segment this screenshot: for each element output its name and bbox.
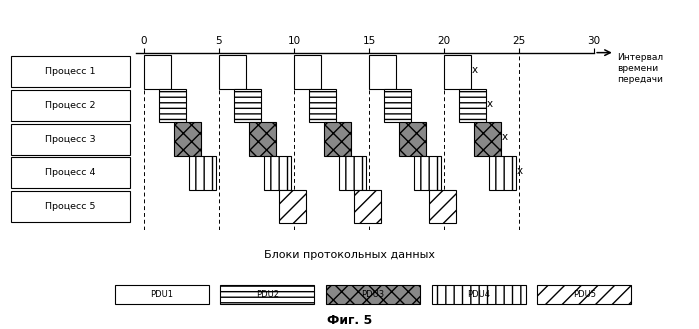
Bar [144,55,171,89]
Bar [459,89,486,122]
Bar [264,156,291,190]
Bar [326,285,420,304]
Text: x: x [502,133,508,142]
Bar [429,190,456,223]
Bar [399,122,426,156]
Bar [249,122,276,156]
Text: x: x [472,65,478,75]
Text: x: x [517,166,523,176]
Text: Процесс 2: Процесс 2 [45,101,96,110]
Bar [10,90,131,121]
Text: Процесс 5: Процесс 5 [45,202,96,211]
Bar [489,156,516,190]
Text: PDU2: PDU2 [256,290,279,299]
Text: PDU4: PDU4 [467,290,490,299]
Bar [339,156,366,190]
Text: PDU1: PDU1 [150,290,173,299]
Bar [10,191,131,222]
Text: Процесс 1: Процесс 1 [45,67,96,76]
Text: PDU3: PDU3 [361,290,384,299]
Bar [369,55,396,89]
Bar [354,190,381,223]
Bar [220,285,315,304]
Bar [324,122,351,156]
Bar [10,124,131,155]
Bar [279,190,306,223]
Bar [444,55,471,89]
Bar [10,56,131,87]
Bar [294,55,321,89]
Bar [219,55,246,89]
Text: PDU5: PDU5 [573,290,596,299]
Bar [234,89,261,122]
Text: Процесс 3: Процесс 3 [45,135,96,144]
Bar [189,156,216,190]
Bar [538,285,631,304]
Text: Фиг. 5: Фиг. 5 [327,314,372,327]
Text: Блоки протокольных данных: Блоки протокольных данных [264,250,435,260]
Bar [432,285,526,304]
Text: Процесс 4: Процесс 4 [45,168,96,177]
Bar [384,89,411,122]
Text: x: x [487,99,493,109]
Bar [309,89,336,122]
Bar [414,156,441,190]
Bar [159,89,186,122]
Text: Интервал
времени
передачи: Интервал времени передачи [617,53,663,84]
Bar [474,122,501,156]
Bar [174,122,201,156]
Bar [115,285,208,304]
Bar [10,157,131,188]
